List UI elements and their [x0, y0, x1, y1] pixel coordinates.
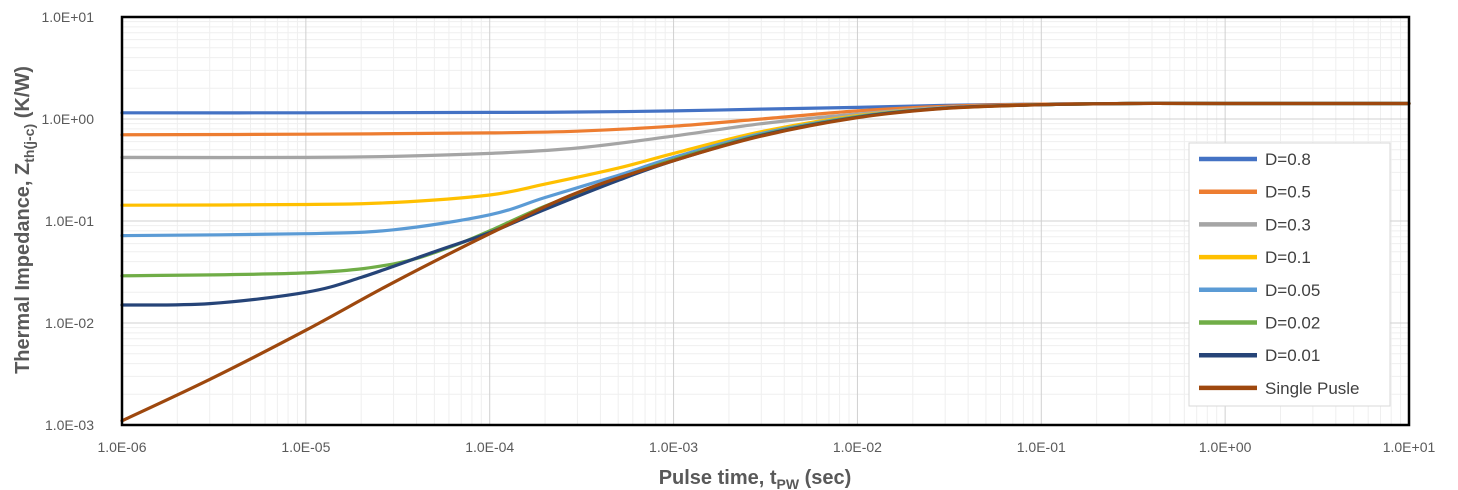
y-tick-label: 1.0E-01: [45, 213, 94, 229]
x-axis-tick-labels: 1.0E-06 1.0E-05 1.0E-04 1.0E-03 1.0E-02 1.0E-…: [97, 439, 1435, 455]
legend-box: [1188, 142, 1391, 407]
x-axis-title-subscript: PW: [777, 476, 800, 490]
x-tick-label: 1.0E-04: [465, 439, 514, 455]
x-tick-label: 1.0E-03: [649, 439, 698, 455]
y-tick-label: 1.0E+01: [41, 9, 94, 25]
plot-area-frame: [120, 15, 1411, 427]
x-tick-label: 1.0E-02: [833, 439, 882, 455]
y-axis-title-unit: (K/W): [12, 66, 34, 124]
y-axis-title: Thermal Impedance, Zth(j-c) (K/W): [12, 66, 37, 374]
x-tick-label: 1.0E-01: [1017, 439, 1066, 455]
x-axis-title-unit: (sec): [799, 467, 851, 489]
x-axis-title: Pulse time, tPW (sec): [659, 467, 852, 490]
y-tick-label: 1.0E+00: [41, 111, 94, 127]
y-tick-label: 1.0E-03: [45, 417, 94, 433]
series-line: [120, 101, 1411, 423]
legend-label: Single Pusle: [1265, 379, 1360, 398]
legend-label: D=0.05: [1265, 281, 1320, 300]
series-lines: [120, 101, 1411, 423]
y-axis-title-subscript: th(j-c): [21, 124, 37, 163]
legend: D=0.8 D=0.5 D=0.3 D=0.1 D=0.05 D=0.02 D=0.01 Si…: [1188, 142, 1391, 407]
legend-label: D=0.8: [1265, 150, 1311, 169]
legend-label: D=0.5: [1265, 183, 1311, 202]
y-axis-title-main: Thermal Impedance, Z: [12, 163, 34, 374]
y-axis-tick-labels: 1.0E-03 1.0E-02 1.0E-01 1.0E+00 1.0E+01: [41, 9, 94, 433]
x-tick-label: 1.0E-06: [97, 439, 146, 455]
x-tick-label: 1.0E-05: [281, 439, 330, 455]
x-axis-title-main: Pulse time, t: [659, 467, 777, 489]
legend-label: D=0.02: [1265, 314, 1320, 333]
x-tick-label: 1.0E+00: [1199, 439, 1252, 455]
legend-label: D=0.1: [1265, 248, 1311, 267]
legend-label: D=0.3: [1265, 215, 1311, 234]
legend-label: D=0.01: [1265, 346, 1320, 365]
x-tick-label: 1.0E+01: [1383, 439, 1436, 455]
y-tick-label: 1.0E-02: [45, 315, 94, 331]
